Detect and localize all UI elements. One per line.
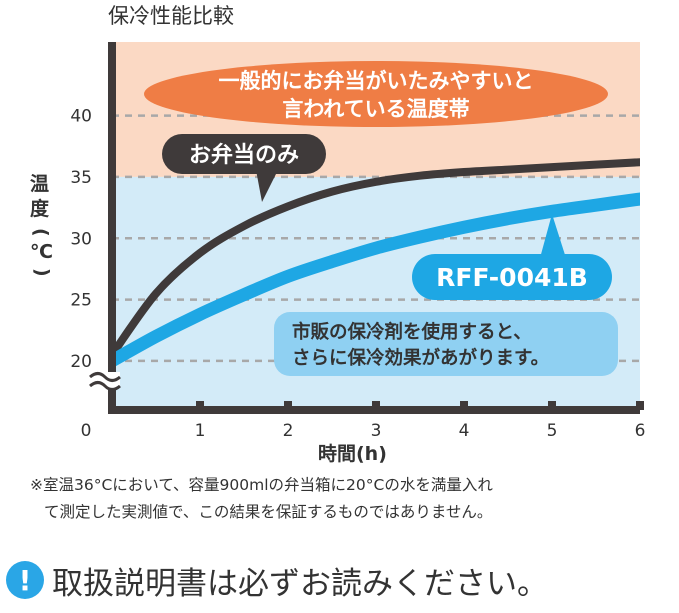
x-tick-mark-5 <box>548 401 556 410</box>
x-tick-5: 5 <box>547 421 558 441</box>
x-tick-1: 1 <box>195 421 206 441</box>
axis-break-mark-1 <box>89 372 121 382</box>
danger-zone-callout: 一般的にお弁当がいたみやすいと 言われている温度帯 <box>144 61 608 127</box>
benefit-text-line1: 市販の保冷剤を使用すると、 <box>292 321 532 343</box>
x-tick-mark-4 <box>460 401 468 410</box>
x-tick-mark-6 <box>636 401 644 410</box>
x-axis-label: 時間(h) <box>318 443 387 465</box>
y-axis-label-char-4: ℃ <box>30 241 53 263</box>
series-line-1 <box>112 192 640 368</box>
manual-notice: ! 取扱説明書は必ずお読みください。 <box>6 558 548 602</box>
manual-notice-text: 取扱説明書は必ずお読みください。 <box>52 565 548 602</box>
x-tick-labels: 0 1 2 3 4 5 6 <box>81 401 646 441</box>
y-tick-20: 20 <box>70 352 92 372</box>
footnote-line1: ※室温36°Cにおいて、容量900mlの弁当箱に20°Cの水を満量入れ <box>30 476 493 494</box>
exclamation-icon: ! <box>6 561 44 599</box>
y-axis-label-char-1: 温 <box>30 173 49 195</box>
y-tick-40: 40 <box>70 107 92 127</box>
chart-title: 保冷性能比較 <box>108 4 234 28</box>
bento-only-label: お弁当のみ <box>189 142 299 168</box>
series-line-0 <box>112 158 640 359</box>
danger-zone-text-line1: 一般的にお弁当がいたみやすいと <box>219 69 534 93</box>
y-axis-label-char-2: 度 <box>30 197 50 220</box>
footnote: ※室温36°Cにおいて、容量900mlの弁当箱に20°Cの水を満量入れ て測定し… <box>30 472 670 526</box>
product-label: RFF-0041B <box>436 263 588 292</box>
x-tick-0: 0 <box>81 421 92 441</box>
x-tick-mark-2 <box>284 401 292 410</box>
danger-zone-text-line2: 言われている温度帯 <box>282 97 469 121</box>
cooling-performance-chart: 保冷性能比較 20 25 30 35 40 0 1 2 3 4 5 6 温 度 ( ℃ ) 時間(h… <box>30 4 646 465</box>
benefit-text-line2: さらに保冷効果があがります。 <box>292 347 549 369</box>
benefit-callout: 市販の保冷剤を使用すると、 さらに保冷効果があがります。 <box>274 312 618 376</box>
x-tick-4: 4 <box>459 421 470 441</box>
y-axis-label-char-3: ( <box>30 228 52 237</box>
y-tick-30: 30 <box>70 229 92 249</box>
bento-only-callout: お弁当のみ <box>162 134 326 202</box>
x-tick-3: 3 <box>371 421 382 441</box>
x-tick-mark-1 <box>196 401 204 410</box>
y-tick-25: 25 <box>70 291 92 311</box>
x-tick-2: 2 <box>283 421 294 441</box>
y-tick-labels: 20 25 30 35 40 <box>70 107 92 372</box>
product-callout: RFF-0041B <box>412 214 612 300</box>
y-axis-label-char-5: ) <box>31 268 53 277</box>
x-tick-6: 6 <box>635 421 646 441</box>
y-axis-label: 温 度 ( ℃ ) <box>30 173 53 277</box>
x-tick-mark-3 <box>372 401 380 410</box>
series-lines <box>112 158 640 368</box>
footnote-line2: て測定した実測値で、この結果を保証するものではありません。 <box>44 503 493 521</box>
y-tick-35: 35 <box>70 168 92 188</box>
axis-break-mark-2 <box>89 381 121 391</box>
